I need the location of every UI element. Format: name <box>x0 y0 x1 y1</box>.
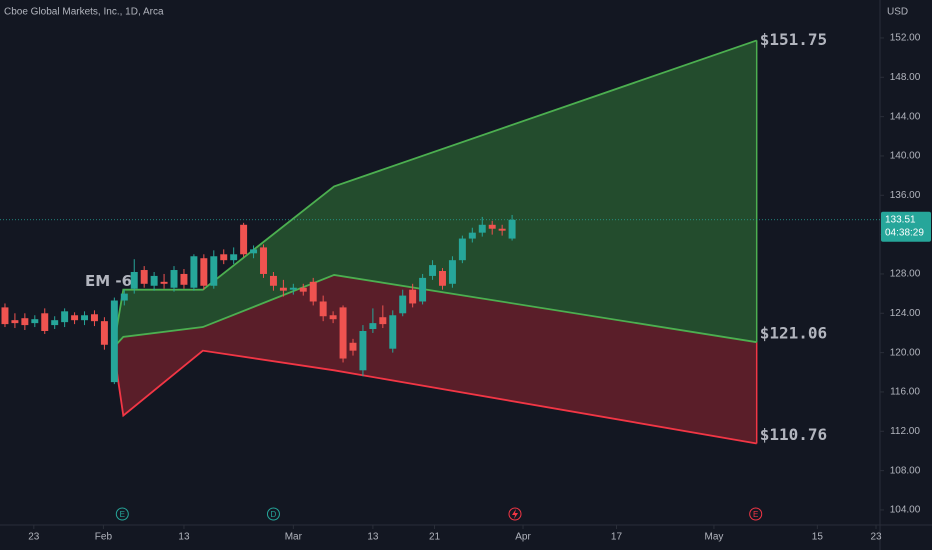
x-tick-label: Apr <box>515 532 531 543</box>
price-badge-countdown: 04:38:29 <box>885 227 924 238</box>
candle-body <box>260 247 267 274</box>
candle-body <box>429 265 437 276</box>
candle-body <box>21 318 29 326</box>
candle-body <box>100 321 108 345</box>
y-tick-label: 144.00 <box>890 111 921 122</box>
y-tick-label: 108.00 <box>890 465 921 476</box>
candle-body <box>160 281 168 284</box>
event-marker <box>749 507 763 521</box>
y-tick-label: 112.00 <box>890 426 920 437</box>
candle-body <box>71 315 79 321</box>
em-line <box>112 347 757 445</box>
x-tick-label: Mar <box>285 532 303 543</box>
event-marker <box>266 507 280 521</box>
x-tick-label: Feb <box>95 532 113 543</box>
candle-body <box>309 281 317 302</box>
price-badge-value: 133.51 <box>885 214 916 225</box>
candle-body <box>31 319 39 324</box>
candle-body <box>230 254 238 261</box>
candle-body <box>488 224 496 229</box>
x-tick-label: May <box>704 532 723 543</box>
split-icon <box>508 507 522 521</box>
y-tick-label: 152.00 <box>890 33 921 44</box>
candle-body <box>458 238 466 261</box>
candle-body <box>299 287 307 292</box>
chart-title: Cboe Global Markets, Inc., 1D, Arca <box>4 7 164 18</box>
y-tick-label: 140.00 <box>890 151 921 162</box>
price-badge <box>881 211 931 242</box>
split-icon-bolt <box>512 509 518 519</box>
em-value-label: $110.76 <box>760 425 827 444</box>
candle-body <box>508 219 516 239</box>
candle-body <box>150 275 158 286</box>
candle-body <box>180 273 188 285</box>
x-tick-label: 23 <box>870 532 882 543</box>
em-line <box>112 39 757 348</box>
candle-body <box>399 295 407 314</box>
candle-body <box>1 307 9 325</box>
candle-body <box>11 320 19 324</box>
candle-body <box>319 301 327 317</box>
y-tick-label: 116.00 <box>890 387 920 398</box>
candle-body <box>51 320 59 326</box>
em-line <box>112 274 757 349</box>
candle-body <box>339 307 347 359</box>
candle-body <box>498 228 506 231</box>
candle-body <box>468 232 476 239</box>
em-value-label: $151.75 <box>760 30 827 49</box>
currency: USD <box>887 7 908 18</box>
candle-body <box>448 260 456 284</box>
upper-zone <box>113 40 757 348</box>
candle-body <box>419 277 427 302</box>
event-label: D <box>271 510 277 519</box>
y-tick-label: 104.00 <box>890 505 921 516</box>
em-value-label: $121.06 <box>760 324 827 343</box>
x-tick-label: 21 <box>429 532 441 543</box>
candle-body <box>61 311 69 323</box>
candle-body <box>379 317 387 325</box>
candle-body <box>120 293 128 301</box>
y-tick-label: 136.00 <box>890 190 921 201</box>
x-tick-label: 23 <box>28 532 40 543</box>
event-marker <box>115 507 129 521</box>
candle-body <box>240 224 248 255</box>
candle-body <box>389 315 397 349</box>
candle-body <box>170 270 178 288</box>
x-tick-label: 13 <box>178 532 190 543</box>
x-tick-label: 17 <box>611 532 623 543</box>
candle-body <box>369 323 377 330</box>
candle-body <box>439 271 446 286</box>
y-tick-label: 128.00 <box>890 269 921 280</box>
candle-body <box>409 289 417 304</box>
candle-body <box>41 313 49 331</box>
candle-body <box>289 287 297 290</box>
candle-body <box>190 256 198 288</box>
candle-body <box>90 314 98 322</box>
x-tick-label: 13 <box>367 532 379 543</box>
candle-body <box>269 275 277 286</box>
candle-body <box>279 287 287 291</box>
candle-body <box>140 270 148 284</box>
candle-body <box>349 342 357 351</box>
y-tick-label: 148.00 <box>890 72 921 83</box>
event-label: E <box>753 510 758 519</box>
x-tick-label: 15 <box>812 532 824 543</box>
candle-body <box>210 256 218 286</box>
candle-body <box>478 224 486 233</box>
candle-body <box>250 249 258 254</box>
event-label: E <box>120 510 125 519</box>
em-label: EM -6 <box>85 272 132 290</box>
y-tick-label: 124.00 <box>890 308 921 319</box>
candle-body <box>200 258 208 286</box>
y-tick-label: 120.00 <box>890 347 921 358</box>
candle-body <box>81 315 88 321</box>
candle-body <box>359 330 367 371</box>
candle-body <box>130 271 138 289</box>
candle-body <box>329 315 337 320</box>
candle-body <box>220 254 228 261</box>
candle-body <box>110 300 118 383</box>
